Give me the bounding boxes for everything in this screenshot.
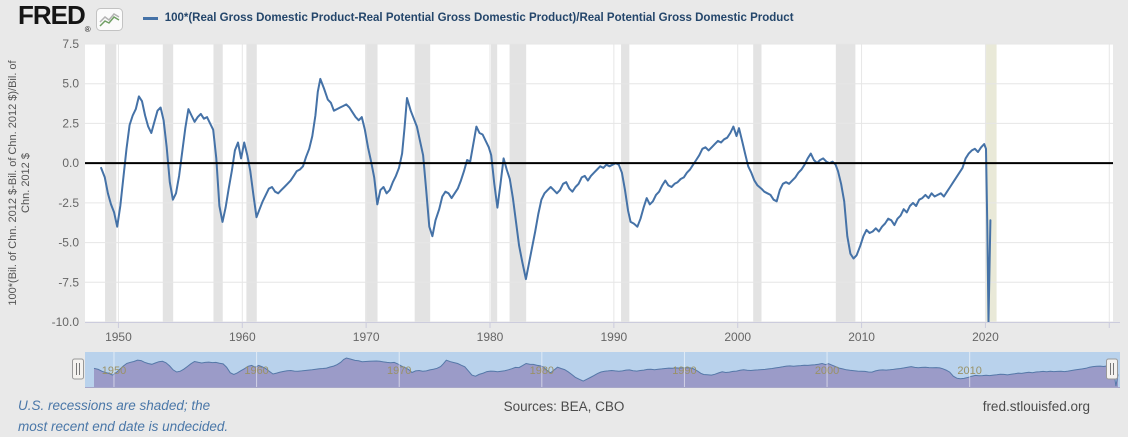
x-axis-label: 2020 [972, 330, 999, 344]
recession-band [509, 44, 527, 322]
axes: 1950 1960 1970 1980 1990 2000 2010 2020 7.5 5.0 2.… [52, 37, 1120, 344]
navigator-label: 2000 [815, 365, 839, 377]
navigator[interactable]: 1950 1960 1970 1980 1990 2000 2010 [85, 352, 1120, 388]
site-link[interactable]: fred.stlouisfed.org [982, 399, 1090, 414]
plot-area[interactable] [85, 44, 1113, 322]
navigator-line [93, 357, 1119, 387]
y-axis-label: 0.0 [62, 156, 79, 170]
navigator-label: 2010 [957, 365, 981, 377]
x-axis-label: 1970 [353, 330, 380, 344]
legend-line-swatch [142, 16, 158, 20]
recession-band [753, 44, 762, 322]
y-axis-label: -7.5 [58, 275, 79, 289]
x-axis-label: 1980 [477, 330, 504, 344]
registered-mark-icon: ® [84, 25, 91, 34]
y-axis-label: -2.5 [58, 196, 79, 210]
navigator-area [94, 358, 1118, 387]
y-axis-label: -5.0 [58, 236, 79, 250]
y-axis-label: 2.5 [62, 116, 79, 130]
recession-band [835, 44, 856, 322]
covid-recession-band [986, 44, 997, 322]
recession-band [105, 44, 117, 322]
x-axis-label: 2010 [848, 330, 875, 344]
navigator-label: 1970 [387, 365, 411, 377]
fred-logo: FRED® [18, 0, 91, 34]
recession-band [414, 44, 431, 322]
y-axis-label: 7.5 [62, 37, 79, 51]
navigator-label: 1980 [530, 365, 554, 377]
recession-band [162, 44, 174, 322]
chart-header: FRED® 100*(Real Gross Domestic Product-R… [0, 0, 1128, 36]
fred-sparkline-icon [95, 7, 123, 31]
navigator-right-handle[interactable] [1106, 358, 1118, 380]
navigator-label: 1990 [672, 365, 696, 377]
legend-series-label: 100*(Real Gross Domestic Product-Real Po… [164, 12, 794, 24]
recession-band [621, 44, 630, 322]
x-axis-label: 1960 [229, 330, 256, 344]
x-axis-label: 1950 [105, 330, 132, 344]
y-axis-title: 100*(Bil. of Chn. 2012 $-Bil. of Chn. 20… [7, 59, 32, 305]
gdp-gap-line [100, 77, 992, 323]
series-lines [100, 77, 992, 323]
x-axis-label: 2000 [724, 330, 751, 344]
sources-text: Sources: BEA, CBO [503, 399, 625, 414]
y-axis-label: 5.0 [62, 77, 79, 91]
y-axis-title-group: 100*(Bil. of Chn. 2012 $-Bil. of Chn. 20… [7, 59, 32, 305]
navigator-label: 1960 [244, 365, 268, 377]
navigator-left-handle[interactable] [72, 358, 84, 380]
navigator-label: 1950 [102, 365, 126, 377]
x-axis-label: 1990 [601, 330, 628, 344]
recession-band [365, 44, 378, 322]
y-axis-label: -10.0 [52, 315, 80, 329]
chart-legend: 100*(Real Gross Domestic Product-Real Po… [142, 12, 794, 24]
